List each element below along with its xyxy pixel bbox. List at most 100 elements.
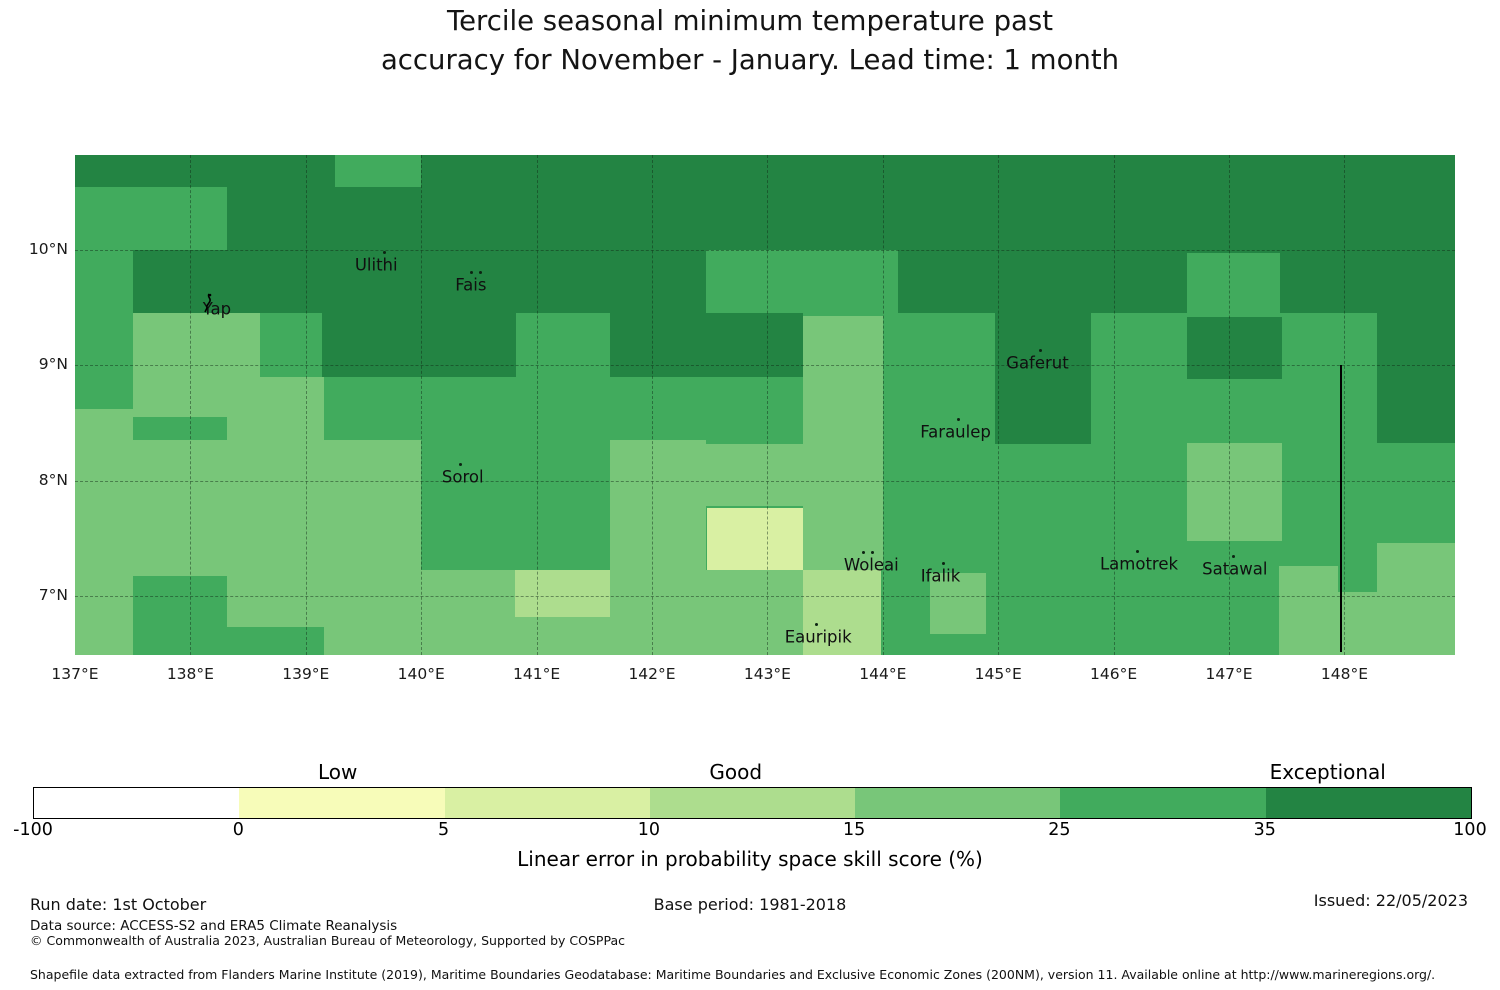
x-tick-label: 147°E	[1205, 665, 1253, 683]
island-label-gaferut: Gaferut	[1006, 353, 1069, 373]
y-tick-label: 10°N	[28, 239, 68, 258]
skill-cell	[706, 443, 804, 506]
gridline-meridian	[305, 155, 307, 655]
skill-cell	[897, 249, 1455, 314]
skill-cell	[930, 572, 986, 634]
colorbar-segment	[34, 788, 240, 818]
skill-cell	[75, 155, 1455, 250]
x-tick-label: 145°E	[974, 665, 1022, 683]
gridline-parallel	[75, 595, 1455, 597]
gridline-meridian	[1344, 155, 1346, 655]
skill-cell	[706, 570, 804, 655]
island-marker-dot	[862, 550, 866, 554]
island-label-lamotrek: Lamotrek	[1099, 554, 1179, 574]
gridline-meridian	[998, 155, 1000, 655]
island-marker-dot	[871, 550, 875, 554]
island-marker-dot	[458, 463, 462, 467]
island-marker-dot	[1231, 555, 1235, 559]
skill-cell	[421, 440, 611, 571]
gridline-meridian	[1113, 155, 1115, 655]
gridline-meridian	[190, 155, 192, 655]
gridline-meridian	[1229, 155, 1231, 655]
colorbar-tick-label: 25	[1048, 820, 1071, 840]
x-tick-label: 141°E	[513, 665, 561, 683]
colorbar-category-good: Good	[709, 760, 763, 784]
colorbar-segment	[1265, 788, 1471, 818]
island-label-sorol: Sorol	[441, 467, 484, 487]
skill-map: Yap Ulithi Fais Sorol Gaferut Faraulep Woleai I…	[75, 155, 1455, 655]
island-marker-dot	[478, 270, 482, 274]
island-label-satawal: Satawal	[1202, 559, 1268, 579]
y-tick-label: 9°N	[38, 355, 68, 374]
skill-cell	[514, 570, 611, 617]
skill-cell	[1376, 313, 1455, 443]
gridline-meridian	[652, 155, 654, 655]
colorbar-category-exceptional: Exceptional	[1269, 760, 1386, 784]
colorbar-tick-label: 5	[437, 820, 450, 840]
colorbar-tick-label: 100	[1453, 820, 1487, 840]
skill-cell	[1187, 316, 1283, 380]
skill-cell	[227, 626, 325, 655]
chart-title-line2: accuracy for November - January. Lead ti…	[380, 44, 1120, 76]
island-marker-dot	[815, 623, 819, 627]
colorbar-category-low: Low	[317, 760, 358, 784]
colorbar-axis-label: Linear error in probability space skill …	[517, 847, 983, 871]
gridline-meridian	[421, 155, 423, 655]
data-source-text: Data source: ACCESS-S2 and ERA5 Climate …	[30, 918, 398, 934]
colorbar-segment	[649, 788, 856, 818]
skill-cell	[1187, 442, 1283, 541]
island-marker-dot	[469, 270, 473, 274]
island-label-woleai: Woleai	[843, 555, 899, 575]
gridline-meridian	[882, 155, 884, 655]
island-label-yap: Yap	[202, 299, 232, 319]
colorbar-tick-label: 35	[1253, 820, 1276, 840]
skill-cell	[803, 570, 881, 655]
x-tick-label: 138°E	[166, 665, 214, 683]
colorbar-segment	[1060, 788, 1266, 818]
x-tick-label: 140°E	[397, 665, 445, 683]
island-marker-dot	[1039, 348, 1043, 352]
gridline-meridian	[767, 155, 769, 655]
gridline-parallel	[75, 365, 1455, 367]
colorbar-segment	[239, 788, 445, 818]
x-tick-label: 146°E	[1090, 665, 1138, 683]
island-marker-dot	[1136, 549, 1140, 553]
colorbar-tick-label: 10	[637, 820, 660, 840]
colorbar-tick-label: 0	[232, 820, 244, 840]
island-marker-dot	[941, 562, 945, 566]
run-date-text: Run date: 1st October	[30, 895, 207, 914]
skill-cell	[334, 155, 422, 187]
skill-cell	[610, 313, 804, 377]
x-tick-label: 139°E	[282, 665, 330, 683]
colorbar-segment	[855, 788, 1061, 818]
skill-cell	[803, 315, 883, 571]
base-period-text: Base period: 1981-2018	[653, 895, 847, 914]
island-label-fais: Fais	[455, 275, 487, 295]
chart-title: Tercile seasonal minimum temperature pas…	[0, 2, 1500, 80]
island-label-faraulep: Faraulep	[920, 422, 991, 442]
island-label-eauripik: Eauripik	[784, 627, 852, 647]
colorbar-tick-label: -100	[13, 820, 53, 840]
chart-title-line1: Tercile seasonal minimum temperature pas…	[447, 5, 1053, 37]
x-tick-label: 143°E	[743, 665, 791, 683]
colorbar	[33, 787, 1472, 819]
skill-cell	[132, 249, 707, 314]
y-tick-label: 8°N	[38, 470, 68, 489]
copyright-text: © Commonwealth of Australia 2023, Austra…	[30, 933, 625, 948]
island-label-ulithi: Ulithi	[354, 255, 398, 275]
skill-cell	[1187, 253, 1280, 317]
colorbar-tick-label: 15	[843, 820, 866, 840]
yap-island-shape	[204, 293, 212, 313]
y-tick-label: 7°N	[38, 585, 68, 604]
gridline-parallel	[75, 480, 1455, 482]
x-tick-label: 144°E	[859, 665, 907, 683]
skill-cell	[75, 186, 228, 250]
skill-cell	[321, 313, 516, 377]
island-marker-dot	[383, 250, 387, 254]
island-label-ifalik: Ifalik	[920, 566, 961, 586]
eez-boundary-line	[1339, 365, 1342, 653]
colorbar-segment	[444, 788, 650, 818]
island-marker-dot	[956, 418, 960, 422]
skill-cell	[1278, 565, 1338, 655]
